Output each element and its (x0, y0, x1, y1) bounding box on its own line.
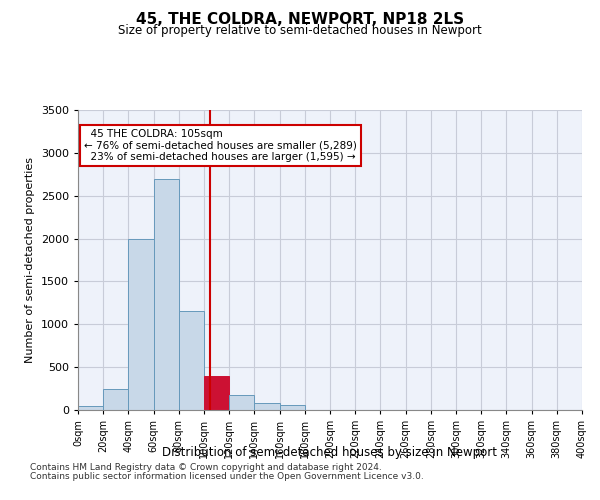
Text: Distribution of semi-detached houses by size in Newport: Distribution of semi-detached houses by … (163, 446, 497, 459)
Text: Contains public sector information licensed under the Open Government Licence v3: Contains public sector information licen… (30, 472, 424, 481)
Text: 45 THE COLDRA: 105sqm  
← 76% of semi-detached houses are smaller (5,289)
  23% : 45 THE COLDRA: 105sqm ← 76% of semi-deta… (84, 129, 357, 162)
Text: 45, THE COLDRA, NEWPORT, NP18 2LS: 45, THE COLDRA, NEWPORT, NP18 2LS (136, 12, 464, 28)
Bar (204, 376, 229, 410)
Bar (179, 312, 204, 410)
Text: Contains HM Land Registry data © Crown copyright and database right 2024.: Contains HM Land Registry data © Crown c… (30, 464, 382, 472)
Bar (78, 406, 103, 410)
Bar (103, 388, 128, 410)
Bar (280, 405, 305, 410)
Y-axis label: Number of semi-detached properties: Number of semi-detached properties (25, 157, 35, 363)
Bar (229, 396, 254, 410)
Text: Size of property relative to semi-detached houses in Newport: Size of property relative to semi-detach… (118, 24, 482, 37)
Bar (128, 238, 154, 410)
Bar (254, 403, 280, 410)
Bar (154, 178, 179, 410)
